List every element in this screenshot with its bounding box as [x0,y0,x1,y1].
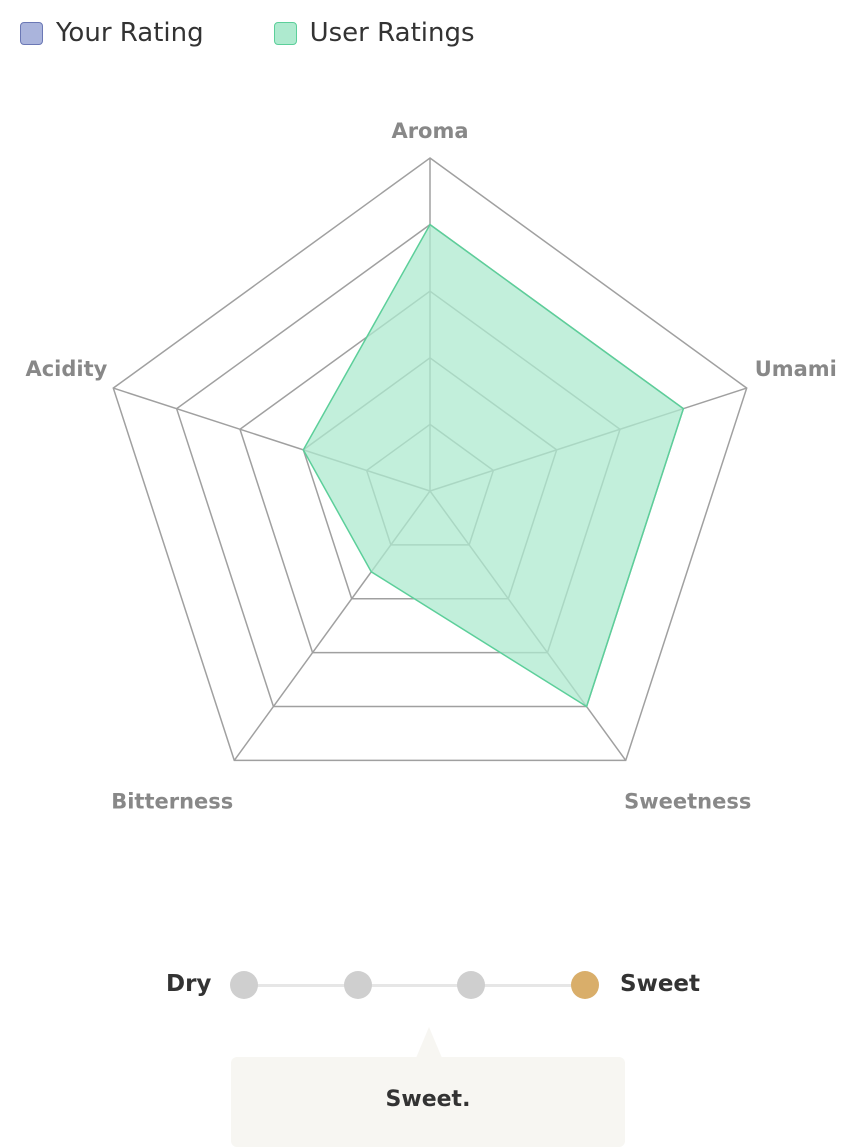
dry-sweet-scale: Dry Sweet [0,960,842,1010]
tooltip-arrow [416,1027,442,1058]
axis-label-bitterness: Bitterness [111,789,233,813]
legend-item-user-ratings[interactable]: User Ratings [273,18,475,48]
legend-item-your-rating[interactable]: Your Rating [20,18,204,48]
legend-swatch-your-rating [20,21,43,45]
radar-chart: Aroma Umami Sweetness Bitterness Acidity [25,119,837,813]
axis-label-aroma: Aroma [391,119,468,143]
scale-right-label: Sweet [620,971,701,997]
tooltip-text: Sweet. [385,1087,471,1112]
axis-label-acidity: Acidity [25,357,107,381]
scale-dot-1[interactable] [230,971,258,999]
chart-legend: Your Rating User Ratings [20,18,545,48]
legend-label-user-ratings: User Ratings [309,18,475,48]
grid-ring-5 [112,157,748,762]
legend-swatch-user-ratings [273,21,297,45]
scale-dot-3[interactable] [457,971,485,999]
legend-label-your-rating: Your Rating [56,18,204,48]
scale-dot-2[interactable] [344,971,372,999]
scale-left-label: Dry [166,971,212,997]
scale-track [244,984,586,987]
series-area-user-ratings [302,223,685,708]
axis-label-sweetness: Sweetness [624,789,751,813]
axis-label-umami: Umami [755,357,837,381]
scale-tooltip: Sweet. [231,1057,625,1147]
scale-dot-4[interactable] [571,971,599,999]
